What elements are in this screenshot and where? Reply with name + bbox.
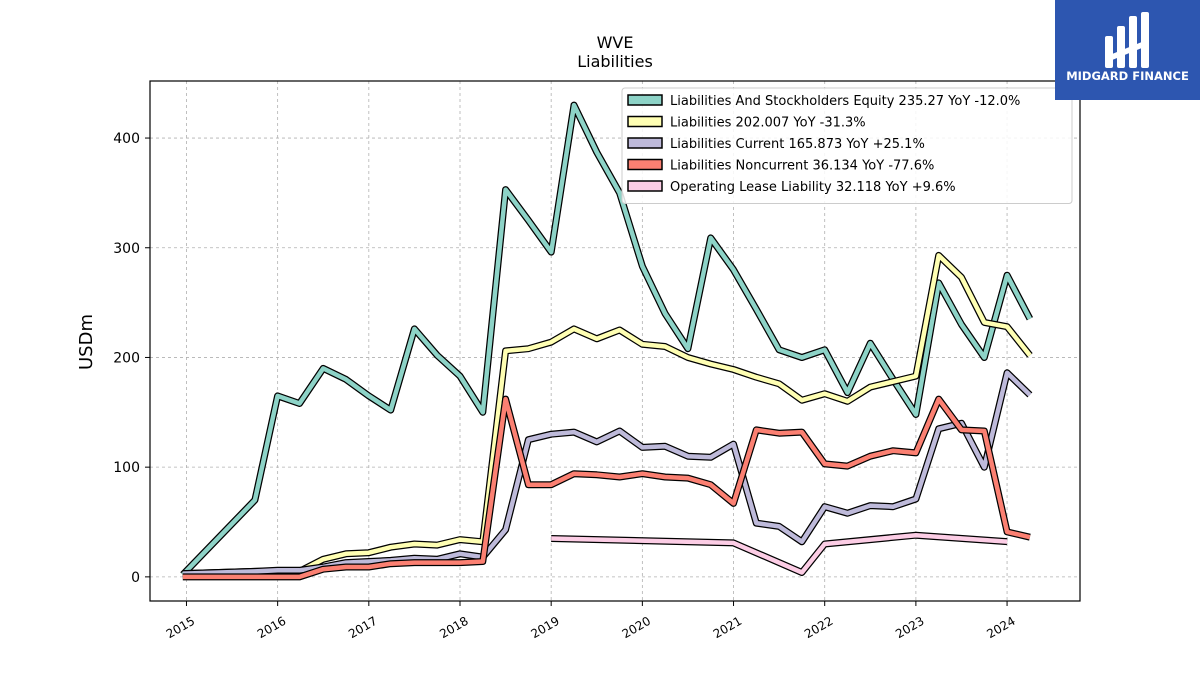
x-tick-label: 2017 bbox=[346, 614, 379, 641]
x-tick-label: 2015 bbox=[164, 614, 197, 641]
series-line bbox=[551, 532, 1008, 575]
brand-name: MIDGARD FINANCE bbox=[1066, 69, 1189, 83]
series-3 bbox=[182, 369, 1033, 578]
x-tick-label: 2024 bbox=[984, 614, 1017, 641]
series-line bbox=[181, 102, 1032, 577]
y-tick-label: 300 bbox=[113, 241, 140, 257]
legend-swatch bbox=[627, 137, 663, 149]
legend-label: Liabilities And Stockholders Equity 235.… bbox=[670, 94, 1020, 109]
x-tick-label: 2018 bbox=[437, 614, 470, 641]
legend-swatch bbox=[627, 115, 663, 128]
series-line-outline bbox=[182, 395, 1031, 581]
x-axis-ticks: 2015 2016 2017 2018 2019 2020 2021 2022 2023 2024 bbox=[164, 601, 1018, 641]
x-tick-label: 2019 bbox=[528, 614, 561, 641]
series-2 bbox=[182, 251, 1033, 578]
series-line bbox=[182, 370, 1032, 576]
series-lines bbox=[180, 101, 1034, 581]
y-tick-label: 200 bbox=[113, 350, 140, 366]
series-4 bbox=[182, 395, 1031, 581]
series-line-outline bbox=[182, 251, 1033, 578]
legend: Liabilities And Stockholders Equity 235.… bbox=[621, 87, 1073, 204]
legend-label: Liabilities 202.007 YoY -31.3% bbox=[670, 116, 866, 131]
legend-label: Liabilities Noncurrent 36.134 YoY -77.6% bbox=[670, 159, 934, 174]
legend-box bbox=[621, 87, 1073, 204]
y-tick-label: 400 bbox=[113, 131, 140, 147]
series-line bbox=[182, 396, 1031, 580]
y-axis-label: USDm bbox=[76, 314, 97, 370]
series-1 bbox=[180, 101, 1034, 578]
x-tick-label: 2021 bbox=[711, 614, 744, 641]
legend-swatch bbox=[627, 158, 663, 171]
x-tick-label: 2023 bbox=[893, 614, 926, 641]
x-tick-label: 2020 bbox=[620, 614, 653, 641]
legend-label: Operating Lease Liability 32.118 YoY +9.… bbox=[670, 180, 956, 195]
y-axis-ticks: 0 100 200 300 400 bbox=[113, 131, 150, 586]
x-tick-label: 2016 bbox=[255, 614, 288, 641]
y-tick-label: 0 bbox=[131, 570, 140, 586]
watermark-logo: MIDGARD FINANCE bbox=[1055, 0, 1200, 100]
series-5 bbox=[551, 531, 1008, 576]
chart-title: WVE bbox=[597, 33, 634, 52]
y-tick-label: 100 bbox=[113, 460, 140, 476]
chart-subtitle: Liabilities bbox=[577, 52, 653, 71]
legend-swatch bbox=[627, 94, 663, 106]
brand-mark-icon bbox=[1105, 12, 1149, 68]
legend-label: Liabilities Current 165.873 YoY +25.1% bbox=[670, 137, 925, 152]
legend-swatch bbox=[627, 180, 663, 192]
plot-frame bbox=[149, 80, 1081, 602]
x-tick-label: 2022 bbox=[802, 614, 835, 641]
series-line bbox=[182, 253, 1032, 576]
